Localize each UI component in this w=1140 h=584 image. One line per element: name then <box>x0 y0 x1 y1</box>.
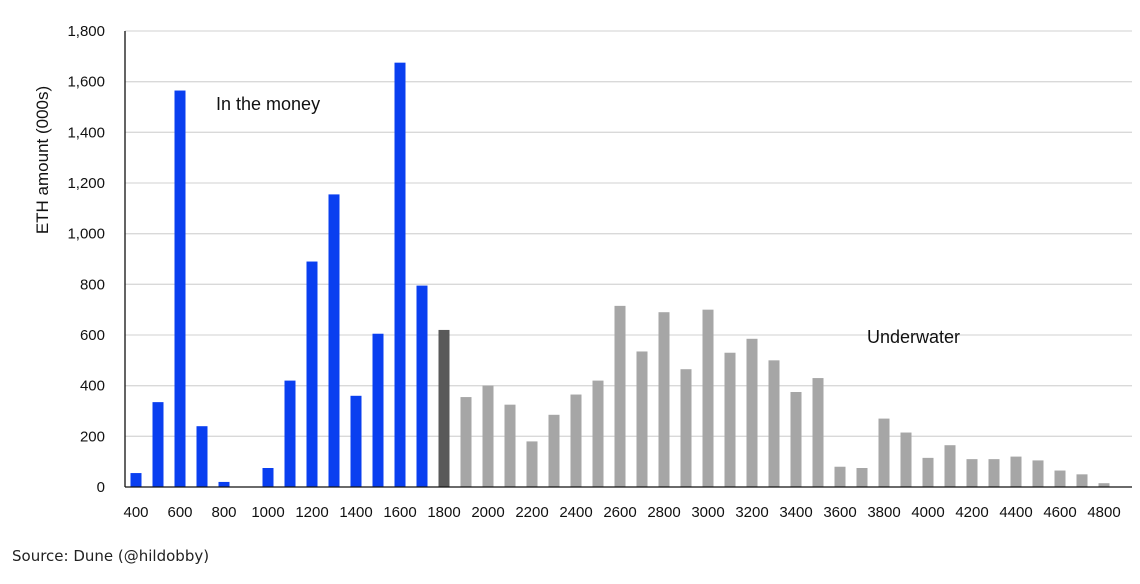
bar-2500 <box>592 380 604 487</box>
x-tick-label: 800 <box>211 504 236 521</box>
bar-4600 <box>1054 470 1066 487</box>
eth-distribution-chart: 0 200 400 600 800 1,000 1,200 1,400 1,600 1,800 4… <box>33 23 1132 521</box>
bar-600 <box>174 90 186 488</box>
y-tick-labels: 0 200 400 600 800 1,000 1,200 1,400 1,600 1,800 <box>67 23 105 496</box>
x-tick-label: 3600 <box>823 504 856 521</box>
y-tick-label: 200 <box>80 428 105 445</box>
x-tick-label: 1600 <box>383 504 416 521</box>
bar-4800 <box>1098 483 1110 487</box>
annotation-in-the-money: In the money <box>216 94 320 114</box>
x-tick-label: 600 <box>167 504 192 521</box>
y-tick-label: 1,600 <box>67 74 105 91</box>
bar-2800 <box>658 312 670 487</box>
bar-1100 <box>284 380 296 487</box>
y-tick-label: 1,800 <box>67 23 105 40</box>
bar-3600 <box>834 466 846 487</box>
y-tick-label: 600 <box>80 327 105 344</box>
x-tick-label: 4000 <box>911 504 944 521</box>
bar-3500 <box>812 378 824 487</box>
bar-2100 <box>504 404 516 487</box>
y-tick-label: 800 <box>80 276 105 293</box>
bar-4500 <box>1032 460 1044 487</box>
x-tick-label: 1000 <box>251 504 284 521</box>
x-tick-label: 1200 <box>295 504 328 521</box>
source-note: Source: Dune (@hildobby) <box>12 547 210 565</box>
x-tick-label: 3000 <box>691 504 724 521</box>
bar-3200 <box>746 338 758 487</box>
bar-2700 <box>636 351 648 487</box>
bar-400 <box>130 473 142 487</box>
bar-500 <box>152 402 164 487</box>
x-tick-label: 3200 <box>735 504 768 521</box>
bars <box>130 62 1110 488</box>
x-tick-label: 4600 <box>1043 504 1076 521</box>
bar-800 <box>218 481 230 487</box>
bar-2600 <box>614 305 626 487</box>
bar-3100 <box>724 352 736 487</box>
bar-1600 <box>394 62 406 488</box>
x-tick-label: 3400 <box>779 504 812 521</box>
bar-1900 <box>460 397 472 487</box>
bar-4200 <box>966 459 978 487</box>
bar-1300 <box>328 194 340 487</box>
x-tick-label: 2200 <box>515 504 548 521</box>
bar-3400 <box>790 392 802 487</box>
x-tick-label: 1800 <box>427 504 460 521</box>
bar-3000 <box>702 309 714 487</box>
y-tick-label: 400 <box>80 378 105 395</box>
bar-4300 <box>988 459 1000 487</box>
x-tick-label: 3800 <box>867 504 900 521</box>
bar-1500 <box>372 333 384 487</box>
x-tick-label: 2000 <box>471 504 504 521</box>
x-tick-label: 2800 <box>647 504 680 521</box>
bar-1400 <box>350 395 362 487</box>
bar-2200 <box>526 441 538 487</box>
bar-2400 <box>570 394 582 487</box>
bar-4400 <box>1010 456 1022 487</box>
x-tick-label: 4200 <box>955 504 988 521</box>
x-tick-labels: 400 600 800 1000 1200 1400 1600 1800 2000 2200 240… <box>123 504 1120 521</box>
x-tick-label: 2600 <box>603 504 636 521</box>
bar-3700 <box>856 468 868 487</box>
bar-700 <box>196 426 208 487</box>
bar-3300 <box>768 360 780 487</box>
y-tick-label: 1,400 <box>67 124 105 141</box>
bar-1200 <box>306 261 318 487</box>
y-tick-label: 0 <box>97 479 105 496</box>
bar-2000 <box>482 385 494 487</box>
x-tick-label: 4400 <box>999 504 1032 521</box>
bar-4700 <box>1076 474 1088 487</box>
bar-2900 <box>680 369 692 487</box>
bar-1000 <box>262 468 274 487</box>
x-tick-label: 400 <box>123 504 148 521</box>
bar-1700 <box>416 285 428 487</box>
y-tick-label: 1,200 <box>67 175 105 192</box>
annotation-underwater: Underwater <box>867 327 960 347</box>
bar-4100 <box>944 445 956 487</box>
bar-4000 <box>922 457 934 487</box>
gridlines <box>125 30 1132 437</box>
x-tick-label: 4800 <box>1087 504 1120 521</box>
x-tick-label: 1400 <box>339 504 372 521</box>
bar-2300 <box>548 414 560 487</box>
y-axis-label: ETH amount (000s) <box>33 86 52 234</box>
x-tick-label: 2400 <box>559 504 592 521</box>
bar-3800 <box>878 418 890 487</box>
y-tick-label: 1,000 <box>67 226 105 243</box>
bar-1800 <box>438 329 450 487</box>
bar-3900 <box>900 432 912 487</box>
